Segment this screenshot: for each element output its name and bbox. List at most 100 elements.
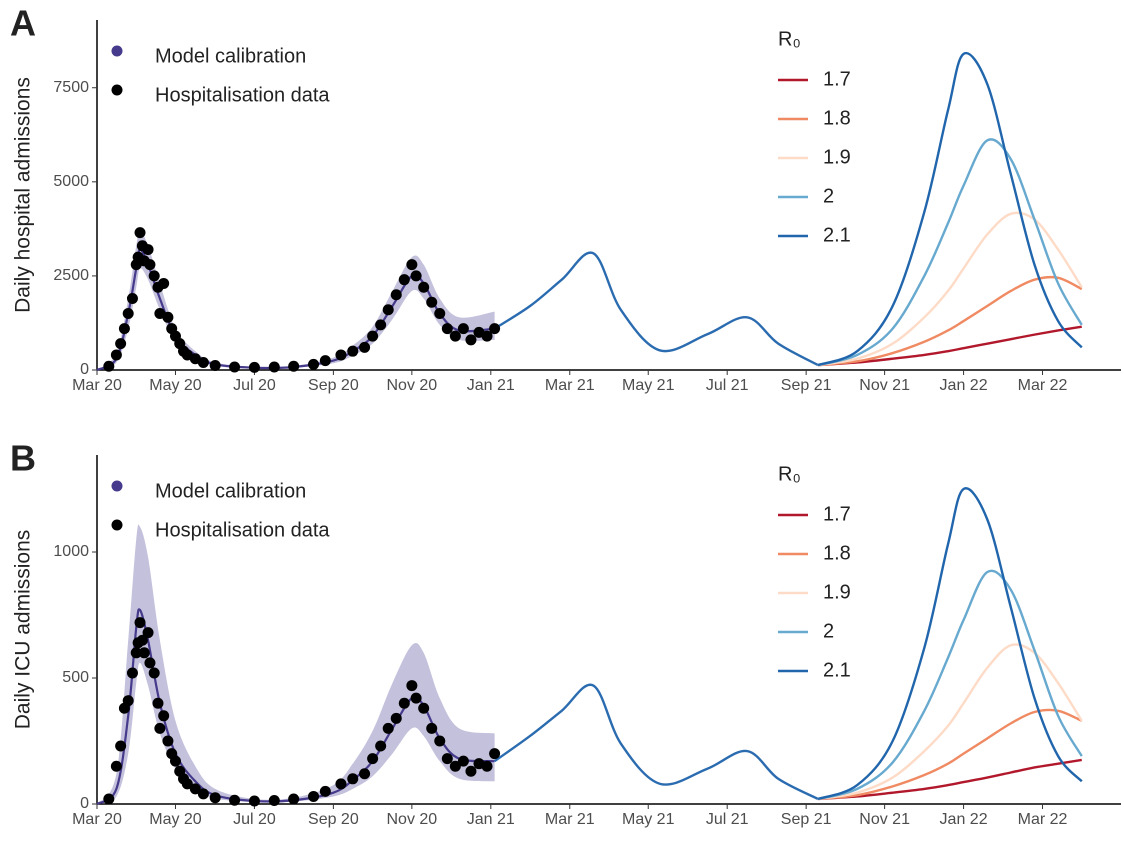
legend-label: 2	[823, 620, 834, 642]
legend-swatch	[111, 480, 123, 492]
data-point	[410, 692, 422, 704]
panel-label: B	[10, 438, 36, 479]
panel: A Daily hospital admissions 0 2500 5000 7500 M…	[10, 3, 1121, 394]
data-point	[110, 760, 122, 772]
legend-label: Model calibration	[155, 45, 306, 67]
data-point	[158, 710, 170, 722]
legend-swatch	[111, 519, 123, 531]
data-point	[152, 697, 164, 709]
data-point	[308, 358, 320, 370]
legend-label: 1.9	[823, 581, 851, 603]
x-tick-label: Mar 21	[545, 377, 595, 394]
x-tick-label: Sep 20	[308, 377, 359, 394]
y-tick-label: 5000	[53, 173, 89, 190]
data-point	[335, 778, 347, 790]
x-tick-label: Nov 21	[859, 377, 910, 394]
projection-line	[493, 683, 819, 801]
data-point	[347, 345, 359, 357]
projection-line	[817, 138, 1083, 367]
data-point	[410, 270, 422, 282]
y-tick-label: 500	[62, 669, 89, 686]
data-point	[130, 647, 142, 659]
x-tick-label: Jul 21	[706, 377, 749, 394]
data-point	[118, 323, 130, 335]
panel: B Daily ICU admissions 0 500 1000 Mar 20 May 2…	[10, 438, 1121, 828]
data-point	[197, 356, 209, 368]
legend-label: Hospitalisation data	[155, 519, 330, 541]
data-point	[308, 790, 320, 802]
data-point	[449, 330, 461, 342]
data-point	[398, 697, 410, 709]
data-point	[134, 617, 146, 629]
data-point	[390, 289, 402, 301]
y-tick-label: 1000	[53, 543, 89, 560]
x-tick-label: Jan 22	[940, 811, 988, 828]
data-point	[335, 349, 347, 361]
data-point	[481, 330, 493, 342]
legend-label: 1.8	[823, 542, 851, 564]
data-point	[144, 657, 156, 669]
data-point	[481, 760, 493, 772]
data-point	[209, 792, 221, 804]
data-point	[319, 785, 331, 797]
confidence-band	[97, 524, 495, 804]
data-point	[122, 308, 134, 320]
x-tick-label: Jan 21	[467, 811, 515, 828]
legend-label: Model calibration	[155, 480, 306, 502]
y-tick-label: 2500	[53, 267, 89, 284]
x-tick-label: Jan 22	[940, 377, 988, 394]
projection-line	[817, 51, 1083, 367]
data-point	[367, 753, 379, 765]
data-point	[142, 244, 154, 256]
data-point	[465, 334, 477, 346]
x-tick-label: Jan 21	[467, 377, 515, 394]
data-point	[115, 740, 127, 752]
y-tick-label: 0	[80, 795, 89, 812]
x-tick-label: Mar 20	[72, 811, 122, 828]
data-point	[229, 361, 241, 373]
data-point	[288, 360, 300, 372]
projection-line	[817, 487, 1083, 801]
legend-label: 2	[823, 185, 834, 207]
projection-line	[817, 643, 1083, 801]
data-point	[136, 634, 148, 646]
legend-swatch	[111, 84, 123, 96]
legend-title: R₀	[778, 28, 801, 50]
legend-label: Hospitalisation data	[155, 84, 330, 106]
data-point	[359, 768, 371, 780]
legend-label: 1.7	[823, 68, 851, 90]
projection-line	[493, 251, 819, 367]
data-point	[148, 270, 160, 282]
x-tick-label: Sep 20	[308, 811, 359, 828]
x-tick-label: Nov 21	[859, 811, 910, 828]
x-tick-label: Mar 21	[545, 811, 595, 828]
data-point	[103, 360, 115, 372]
legend-label: 1.9	[823, 146, 851, 168]
projection-line	[817, 325, 1082, 367]
data-point	[138, 647, 150, 659]
x-tick-label: Jul 21	[706, 811, 749, 828]
x-tick-label: Mar 22	[1018, 811, 1068, 828]
data-point	[457, 323, 469, 335]
data-point	[169, 755, 181, 767]
data-point	[189, 783, 201, 795]
data-point	[441, 323, 453, 335]
x-tick-label: Jul 20	[233, 377, 276, 394]
data-point	[398, 274, 410, 286]
data-point	[375, 740, 387, 752]
data-point	[154, 722, 166, 734]
confidence-band	[97, 230, 495, 370]
x-tick-label: May 21	[622, 811, 675, 828]
projection-line	[817, 275, 1083, 367]
data-point	[489, 748, 501, 760]
y-tick-label: 7500	[53, 79, 89, 96]
data-point	[110, 349, 122, 361]
data-point	[406, 680, 418, 692]
x-tick-label: Jul 20	[233, 811, 276, 828]
x-tick-label: May 21	[622, 377, 675, 394]
data-point	[465, 765, 477, 777]
x-tick-label: May 20	[149, 811, 202, 828]
data-point	[126, 667, 138, 679]
data-point	[434, 308, 446, 320]
data-point	[142, 627, 154, 639]
